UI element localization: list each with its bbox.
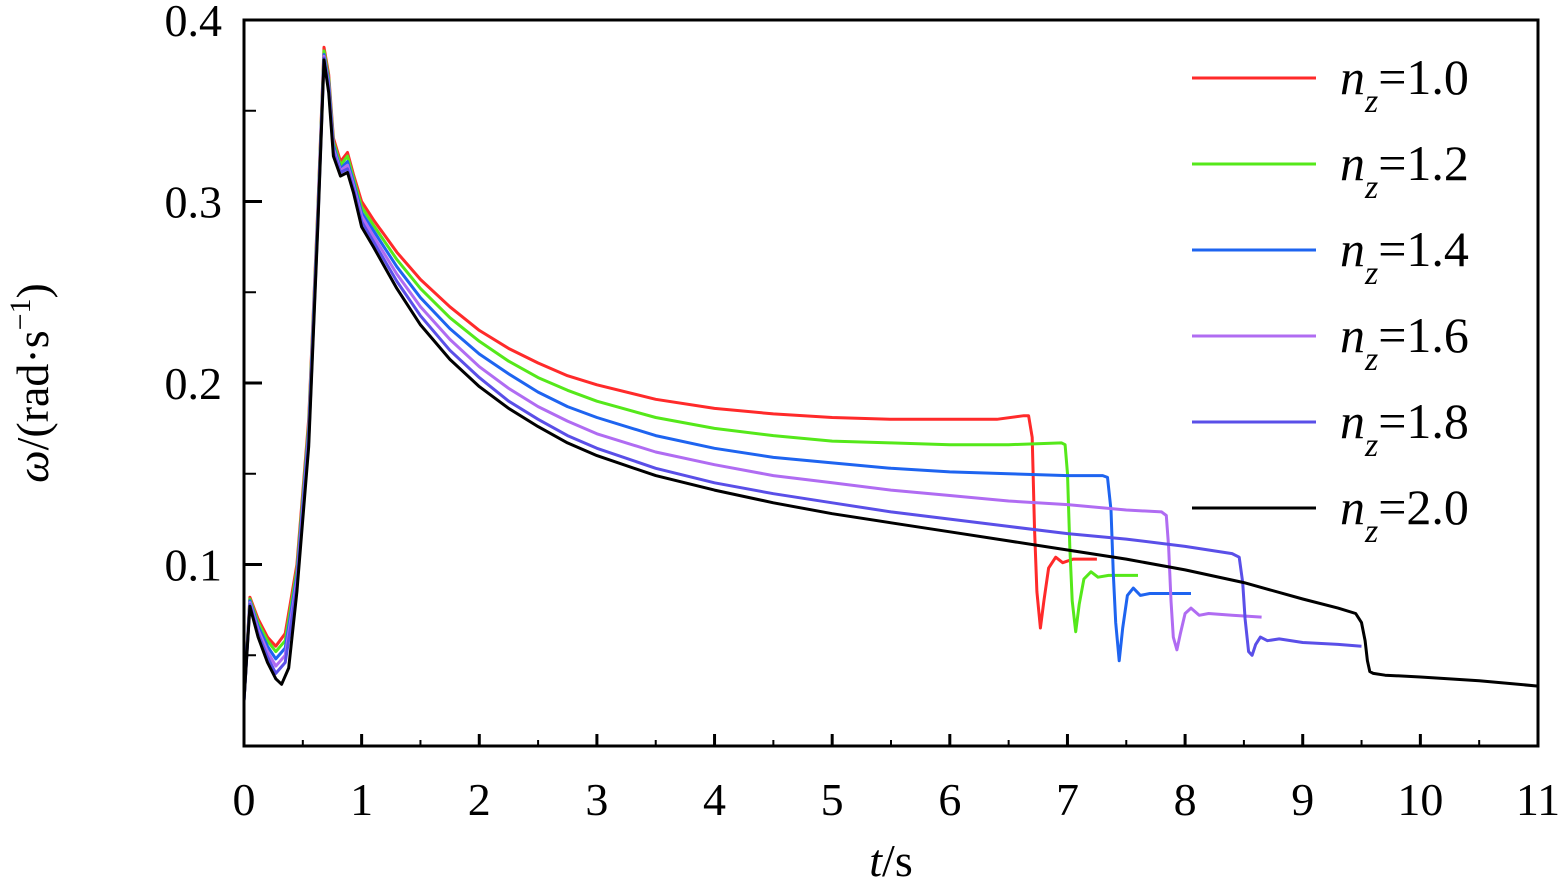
series-layer bbox=[242, 45, 1539, 701]
legend-label-subscript: z bbox=[1364, 341, 1378, 378]
x-tick-label: 4 bbox=[703, 774, 726, 825]
series-line-1-6 bbox=[242, 54, 1262, 701]
y-axis-title-variable: ω bbox=[7, 450, 58, 482]
x-axis-title-variable: t bbox=[869, 835, 883, 884]
legend-label: nz=1.4 bbox=[1340, 221, 1469, 292]
x-tick-label: 1 bbox=[350, 774, 373, 825]
x-tick-label: 9 bbox=[1291, 774, 1314, 825]
legend: nz=1.0nz=1.2nz=1.4nz=1.6nz=1.8nz=2.0 bbox=[1192, 49, 1469, 550]
legend-label-variable: n bbox=[1340, 307, 1365, 363]
series-line-1-0 bbox=[242, 45, 1097, 701]
series-line-1-2 bbox=[242, 49, 1138, 701]
y-axis-title-superscript: −1 bbox=[4, 298, 37, 330]
y-tick-label: 0.4 bbox=[165, 0, 223, 46]
plot-frame bbox=[242, 18, 1540, 748]
y-axis-title: ω/(rad·s−1) bbox=[4, 283, 58, 483]
x-tick-label: 6 bbox=[938, 774, 961, 825]
x-tick-label: 11 bbox=[1516, 774, 1560, 825]
legend-label-value: =2.0 bbox=[1378, 479, 1469, 535]
x-axis-ticks: 0 1 2 3 4 5 6 7 8 9 10 11 bbox=[233, 734, 1560, 825]
legend-label-variable: n bbox=[1340, 221, 1365, 277]
legend-label-variable: n bbox=[1340, 49, 1365, 105]
series-line-1-8 bbox=[242, 56, 1362, 701]
legend-label-subscript: z bbox=[1364, 83, 1378, 120]
legend-label: nz=2.0 bbox=[1340, 479, 1469, 550]
y-tick-label: 0.3 bbox=[165, 177, 223, 228]
series-line-2-0 bbox=[242, 58, 1539, 701]
legend-label-value: =1.4 bbox=[1378, 221, 1469, 277]
legend-label: nz=1.6 bbox=[1340, 307, 1469, 378]
x-tick-label: 3 bbox=[585, 774, 608, 825]
legend-label-variable: n bbox=[1340, 393, 1365, 449]
legend-label: nz=1.0 bbox=[1340, 49, 1469, 120]
legend-label-variable: n bbox=[1340, 479, 1365, 535]
y-axis-ticks: 0.1 0.2 0.3 0.4 bbox=[165, 0, 262, 657]
x-tick-label: 8 bbox=[1174, 774, 1197, 825]
y-axis-title-close: ) bbox=[7, 283, 58, 298]
x-tick-label: 0 bbox=[233, 774, 256, 825]
x-tick-label: 5 bbox=[821, 774, 844, 825]
legend-label-variable: n bbox=[1340, 135, 1365, 191]
legend-label-value: =1.2 bbox=[1378, 135, 1469, 191]
legend-label-subscript: z bbox=[1364, 169, 1378, 206]
legend-label: nz=1.2 bbox=[1340, 135, 1469, 206]
legend-label-value: =1.0 bbox=[1378, 49, 1469, 105]
legend-label-subscript: z bbox=[1364, 427, 1378, 464]
legend-label-subscript: z bbox=[1364, 513, 1378, 550]
series-line-1-4 bbox=[242, 53, 1191, 701]
x-axis-title: t/s bbox=[869, 835, 912, 884]
x-tick-label: 7 bbox=[1056, 774, 1079, 825]
x-tick-label: 2 bbox=[468, 774, 491, 825]
legend-label-value: =1.6 bbox=[1378, 307, 1469, 363]
y-axis-title-unit: /(rad·s bbox=[7, 330, 58, 450]
x-axis-title-unit: /s bbox=[882, 835, 913, 884]
legend-label-subscript: z bbox=[1364, 255, 1378, 292]
legend-label-value: =1.8 bbox=[1378, 393, 1469, 449]
legend-label: nz=1.8 bbox=[1340, 393, 1469, 464]
y-tick-label: 0.2 bbox=[165, 358, 223, 409]
x-tick-label: 10 bbox=[1397, 774, 1443, 825]
y-tick-label: 0.1 bbox=[165, 540, 223, 591]
